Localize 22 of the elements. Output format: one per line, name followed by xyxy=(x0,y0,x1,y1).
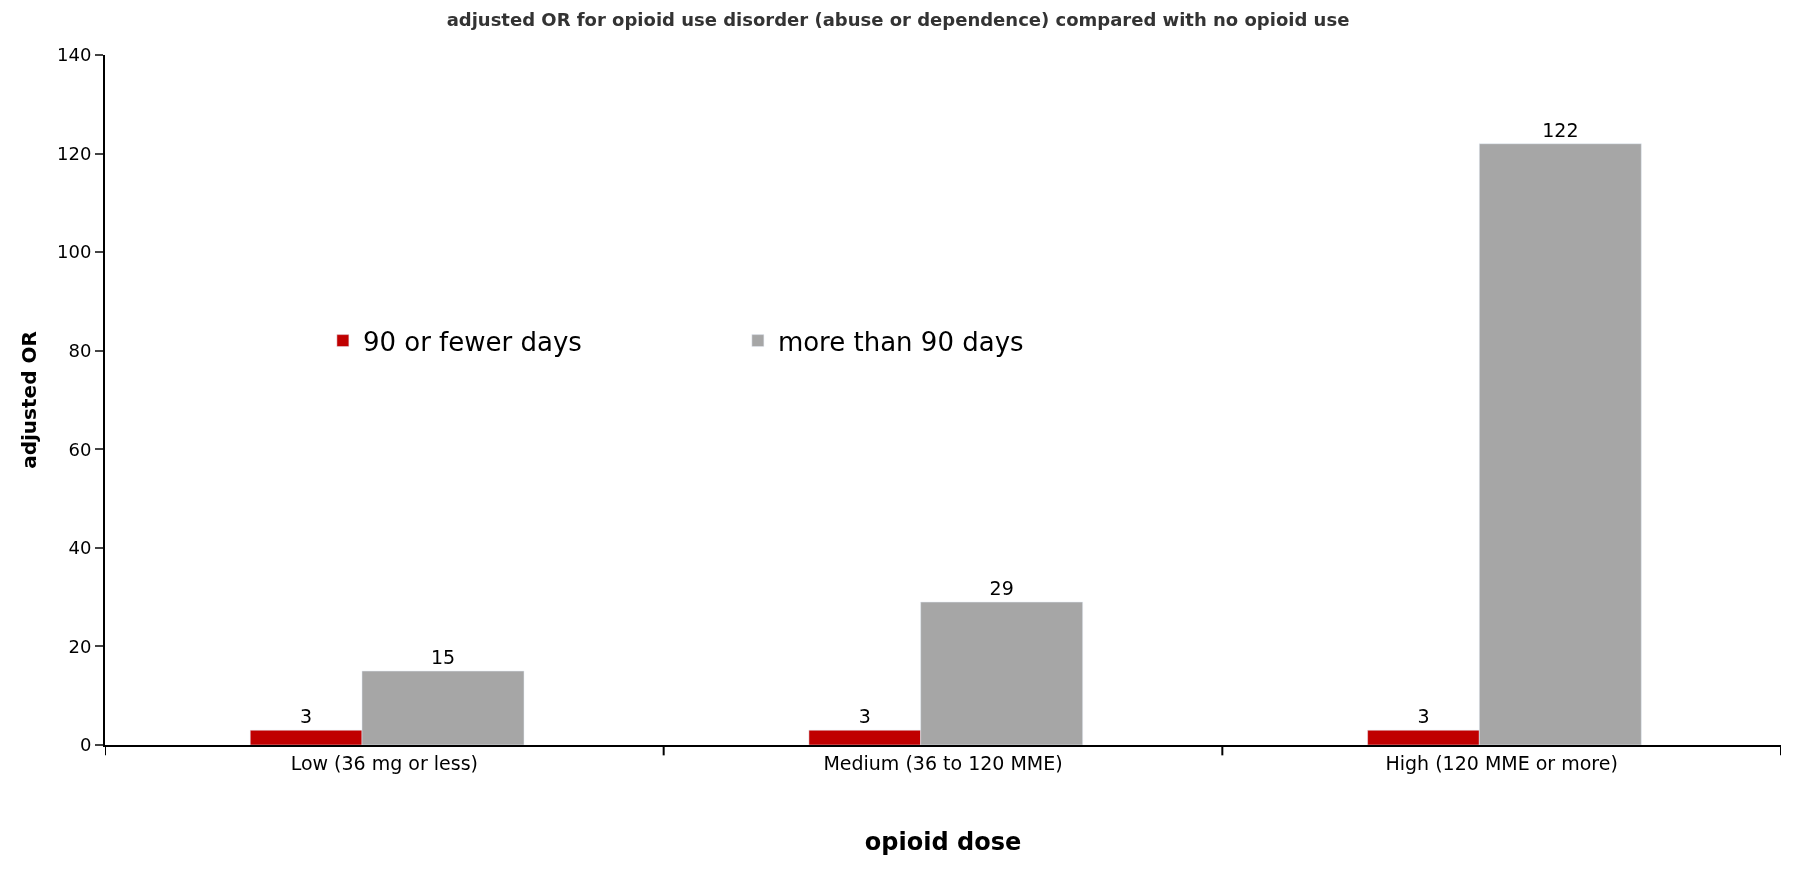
data-label: 3 xyxy=(858,705,871,728)
y-tick-label: 140 xyxy=(57,44,92,66)
y-tick-label: 60 xyxy=(68,438,92,460)
y-tick-label: 80 xyxy=(68,340,92,362)
data-label: 122 xyxy=(1542,118,1579,141)
data-label: 3 xyxy=(1417,705,1430,728)
y-tick-label: 20 xyxy=(68,635,92,657)
y-tick-label: 40 xyxy=(68,537,92,559)
chart-title: adjusted OR for opioid use disorder (abuse or dependence) compared with no opioid use xyxy=(446,8,1350,30)
y-axis-title: adjusted OR xyxy=(17,331,42,469)
data-label: 3 xyxy=(300,705,313,728)
x-tick-label: Medium (36 to 120 MME) xyxy=(823,751,1063,774)
x-tick-label: Low (36 mg or less) xyxy=(290,751,479,774)
legend-label: more than 90 days xyxy=(777,326,1024,357)
x-tick-label: High (120 MME or more) xyxy=(1385,751,1618,774)
data-label: 15 xyxy=(430,646,456,669)
x-axis-title: opioid dose xyxy=(864,827,1022,856)
y-tick-label: 100 xyxy=(57,241,92,263)
y-tick-label: 120 xyxy=(57,142,92,164)
y-tick-label: 0 xyxy=(79,734,92,756)
data-label: 29 xyxy=(989,577,1014,600)
legend-label: 90 or fewer days xyxy=(362,326,582,357)
